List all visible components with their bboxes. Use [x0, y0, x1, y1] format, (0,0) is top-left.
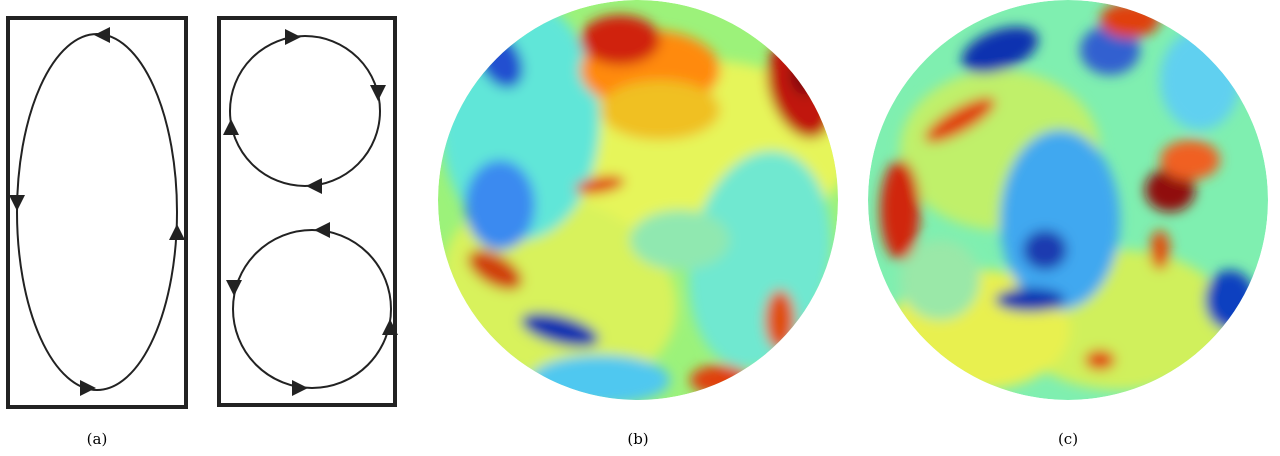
flow-blob [1100, 2, 1160, 38]
flow-arrow [80, 380, 96, 396]
flow-blob [1160, 140, 1220, 180]
flow-blob [630, 210, 730, 270]
flow-arrow [223, 119, 239, 135]
flow-blob [690, 365, 750, 395]
roll-loop [17, 34, 177, 390]
flow-field-c [868, 0, 1268, 400]
flow-field-b [416, 0, 850, 416]
flow-blob [1150, 230, 1170, 270]
flow-blob [465, 160, 535, 250]
flow-blob [995, 288, 1065, 312]
flow-arrow [306, 178, 322, 194]
flow-arrow [370, 85, 386, 101]
double-roll-diagram [219, 18, 398, 405]
panel-label: (a) [87, 430, 108, 448]
cell-frame [8, 18, 186, 407]
flow-blob [880, 160, 920, 260]
flow-arrow [292, 380, 308, 396]
flow-arrow [9, 195, 25, 211]
panel-label: (b) [627, 430, 648, 448]
roll-loop [230, 36, 380, 186]
flow-blob [1205, 270, 1255, 330]
page: (a) (b) (c) (() => { const data = JSON.p… [0, 0, 1280, 456]
flow-blob [530, 355, 670, 405]
flow-arrow [169, 224, 185, 240]
flow-arrow [94, 27, 110, 43]
flow-blob [1023, 230, 1067, 270]
flow-structures [416, 0, 850, 416]
figure: (a) (b) (c) [0, 0, 1280, 456]
flow-blob [580, 15, 660, 65]
panel-label: (c) [1058, 430, 1078, 448]
cell-frame [219, 18, 395, 405]
flow-blob [765, 290, 795, 350]
flow-arrow [285, 29, 301, 45]
single-roll-diagram [8, 18, 186, 407]
flow-blob [1000, 130, 1120, 310]
roll-loop [233, 230, 391, 388]
flow-arrow [314, 222, 330, 238]
flow-blob [1085, 350, 1115, 370]
flow-blob [790, 55, 820, 95]
flow-blob [600, 80, 720, 140]
flow-blob [1160, 30, 1240, 130]
flow-blob [900, 240, 980, 320]
flow-arrow [226, 280, 242, 296]
